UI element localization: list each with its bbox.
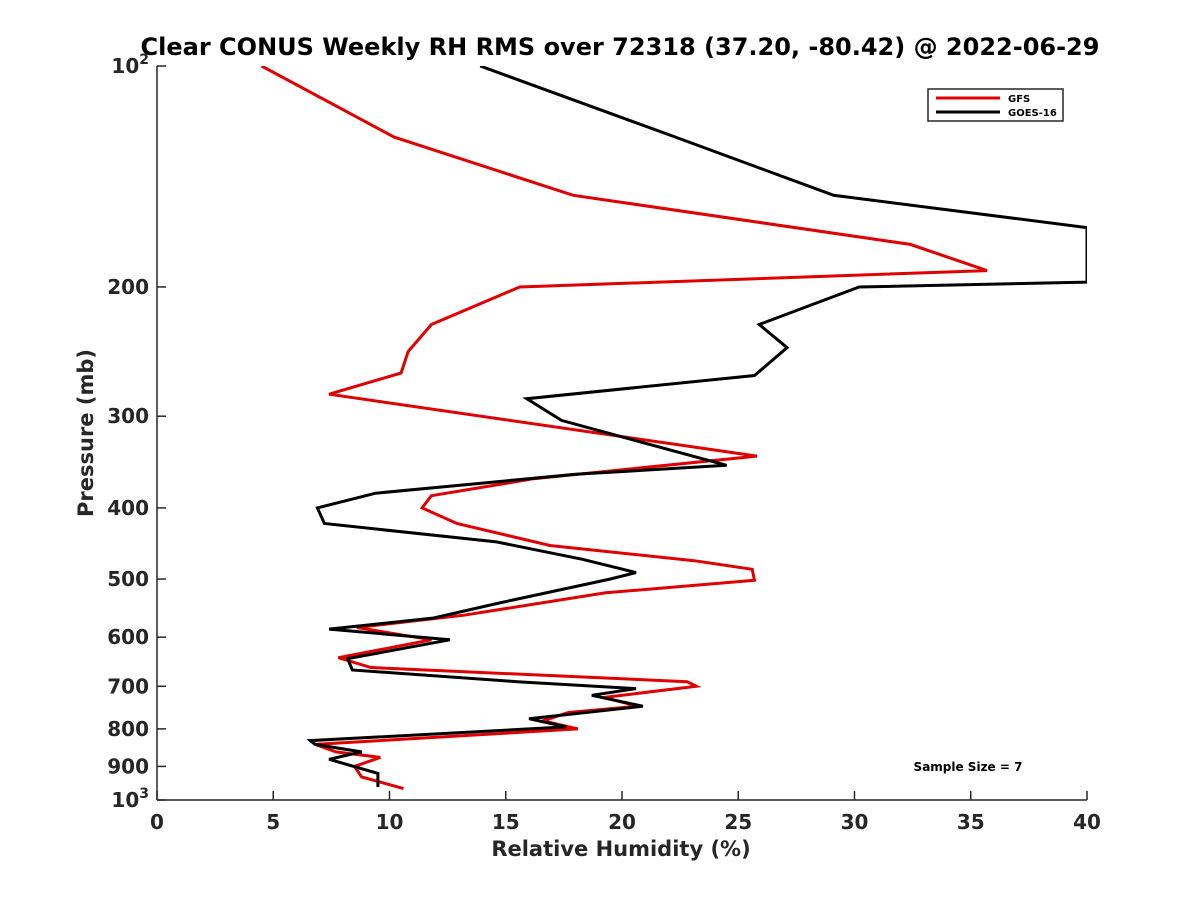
chart-title: Clear CONUS Weekly RH RMS over 72318 (37… (141, 33, 1100, 61)
series-layer (260, 66, 1087, 791)
axes-layer: 0 5 10 15 20 25 30 35 40 102 200 300 400 500 600 700 800… (107, 52, 1101, 834)
series-line-goes-16 (306, 66, 1087, 787)
x-tick-label: 5 (266, 810, 280, 834)
y-tick-label: 300 (107, 404, 149, 428)
x-tick-label: 25 (724, 810, 752, 834)
x-tick-label: 10 (376, 810, 404, 834)
x-axis-label: Relative Humidity (%) (491, 837, 750, 861)
y-tick-label: 600 (107, 625, 149, 649)
x-tick-label: 35 (957, 810, 985, 834)
y-tick-label: 700 (107, 674, 149, 698)
y-tick-label: 102 (111, 52, 149, 78)
y-tick-label: 900 (107, 754, 149, 778)
series-line-gfs (260, 66, 988, 791)
x-tick-label: 15 (492, 810, 520, 834)
x-tick-label: 40 (1073, 810, 1101, 834)
x-tick-label: 0 (150, 810, 164, 834)
y-axis-label: Pressure (mb) (74, 349, 98, 517)
sample-size-annotation: Sample Size = 7 (914, 760, 1023, 774)
y-tick-label: 800 (107, 717, 149, 741)
legend-label: GFS (1008, 94, 1030, 105)
legend: GFS GOES-16 (927, 88, 1064, 122)
y-tick-label: 400 (107, 496, 149, 520)
x-tick-label: 20 (608, 810, 636, 834)
plot-area: 0 5 10 15 20 25 30 35 40 102 200 300 400 500 600 700 800… (107, 52, 1101, 834)
y-tick-label: 200 (107, 275, 149, 299)
y-tick-label: 103 (111, 786, 149, 812)
x-tick-label: 30 (841, 810, 869, 834)
y-tick-label: 500 (107, 567, 149, 591)
legend-box (927, 88, 1064, 122)
legend-label: GOES-16 (1008, 108, 1057, 119)
